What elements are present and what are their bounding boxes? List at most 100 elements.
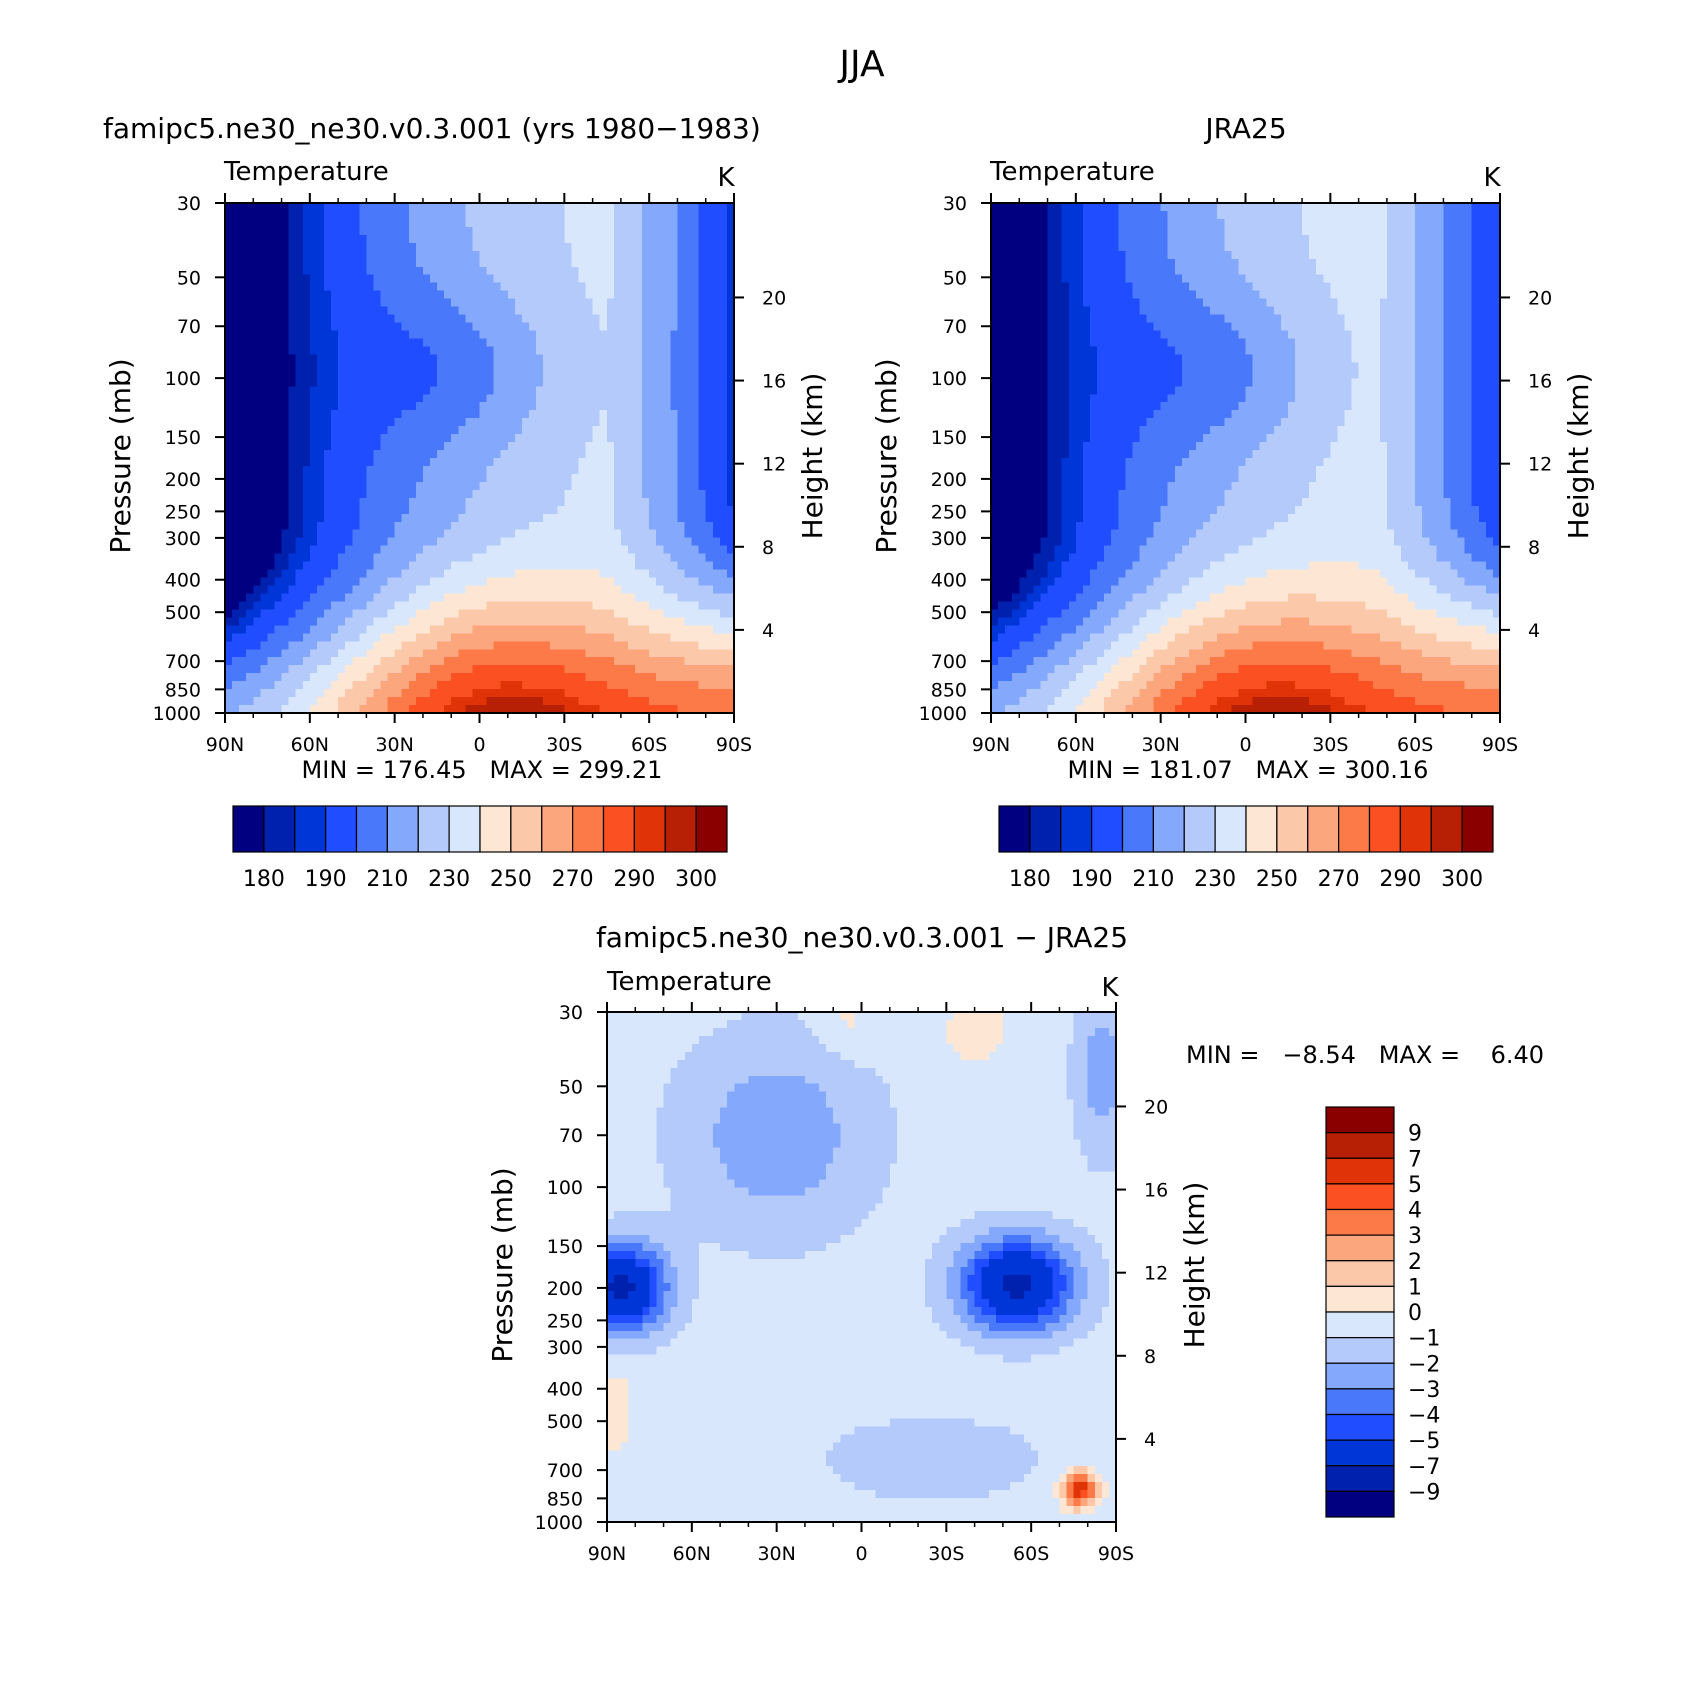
heatmap-cell bbox=[514, 203, 523, 212]
heatmap-cell bbox=[564, 394, 572, 403]
heatmap-cell bbox=[309, 609, 318, 618]
heatmap-cell bbox=[380, 689, 389, 698]
heatmap-cell bbox=[536, 442, 544, 451]
heatmap-cell bbox=[253, 465, 261, 475]
heatmap-cell bbox=[479, 513, 488, 523]
heatmap-cell bbox=[444, 330, 452, 340]
heatmap-cell bbox=[260, 513, 269, 523]
heatmap-cell bbox=[323, 394, 332, 403]
heatmap-cell bbox=[670, 434, 679, 443]
heatmap-cell bbox=[394, 465, 403, 475]
heatmap-cell bbox=[408, 553, 417, 563]
heatmap-cell bbox=[571, 242, 580, 252]
heatmap-cell bbox=[295, 529, 304, 539]
heatmap-cell bbox=[1217, 210, 1225, 220]
heatmap-cell bbox=[536, 489, 544, 499]
heatmap-cell bbox=[1181, 226, 1190, 236]
heatmap-cell bbox=[295, 681, 304, 690]
heatmap-cell bbox=[260, 410, 269, 419]
heatmap-cell bbox=[649, 314, 657, 324]
heatmap-cell bbox=[599, 585, 608, 595]
heatmap-cell bbox=[635, 402, 643, 411]
heatmap-cell bbox=[705, 561, 714, 571]
heatmap-cell bbox=[316, 537, 325, 547]
heatmap-cell bbox=[323, 386, 332, 395]
heatmap-cell bbox=[422, 322, 431, 332]
heatmap-cell bbox=[705, 434, 714, 443]
heatmap-cell bbox=[606, 585, 615, 595]
heatmap-cell bbox=[613, 203, 622, 212]
heatmap-cell bbox=[585, 481, 594, 491]
heatmap-cell bbox=[415, 410, 424, 419]
heatmap-cell bbox=[613, 426, 622, 435]
heatmap-cell bbox=[373, 442, 382, 451]
heatmap-cell bbox=[543, 258, 551, 268]
heatmap-cell bbox=[1132, 210, 1141, 220]
heatmap-cell bbox=[507, 362, 516, 371]
heatmap-cell bbox=[479, 657, 488, 666]
heatmap-cell bbox=[1386, 210, 1395, 220]
heatmap-cell bbox=[698, 346, 707, 356]
heatmap-cell bbox=[415, 282, 424, 292]
heatmap-cell bbox=[281, 553, 290, 563]
heatmap-cell bbox=[246, 458, 254, 467]
heatmap-cell bbox=[380, 250, 389, 260]
heatmap-cell bbox=[479, 258, 488, 268]
heatmap-cell bbox=[528, 577, 537, 587]
heatmap-cell bbox=[246, 266, 254, 276]
heatmap-cell bbox=[599, 234, 608, 244]
heatmap-cell bbox=[338, 497, 346, 507]
heatmap-cell bbox=[253, 338, 261, 348]
heatmap-cell bbox=[571, 218, 580, 228]
heatmap-cell bbox=[677, 705, 686, 714]
heatmap-cell bbox=[521, 402, 530, 411]
heatmap-cell bbox=[408, 354, 417, 363]
heatmap-cell bbox=[649, 577, 657, 587]
heatmap-cell bbox=[599, 226, 608, 236]
heatmap-cell bbox=[493, 330, 502, 340]
heatmap-cell bbox=[260, 601, 269, 611]
heatmap-cell bbox=[359, 210, 367, 220]
heatmap-cell bbox=[536, 593, 544, 603]
heatmap-cell bbox=[451, 705, 459, 714]
heatmap-cell bbox=[500, 561, 509, 571]
heatmap-cell bbox=[331, 633, 339, 642]
heatmap-cell bbox=[302, 657, 311, 666]
heatmap-cell bbox=[507, 418, 516, 427]
heatmap-cell bbox=[507, 489, 516, 499]
heatmap-cell bbox=[521, 585, 530, 595]
heatmap-cell bbox=[684, 402, 693, 411]
heatmap-cell bbox=[451, 649, 459, 658]
heatmap-cell bbox=[479, 354, 488, 363]
heatmap-cell bbox=[1153, 210, 1162, 220]
heatmap-cell bbox=[394, 314, 403, 324]
heatmap-cell bbox=[232, 649, 240, 658]
heatmap-cell bbox=[1132, 218, 1141, 228]
heatmap-cell bbox=[309, 450, 318, 459]
heatmap-cell bbox=[444, 569, 452, 579]
heatmap-cell bbox=[585, 370, 594, 379]
heatmap-cell bbox=[493, 673, 502, 682]
heatmap-cell bbox=[1485, 203, 1494, 212]
heatmap-cell bbox=[705, 330, 714, 340]
heatmap-cell bbox=[352, 370, 360, 379]
heatmap-cell bbox=[1252, 203, 1261, 212]
heatmap-cell bbox=[1188, 210, 1197, 220]
heatmap-cell bbox=[719, 513, 728, 523]
heatmap-cell bbox=[472, 426, 481, 435]
heatmap-cell bbox=[295, 465, 304, 475]
heatmap-cell bbox=[528, 418, 537, 427]
heatmap-cell bbox=[564, 657, 572, 666]
heatmap-cell bbox=[260, 242, 269, 252]
heatmap-cell bbox=[642, 450, 650, 459]
heatmap-cell bbox=[422, 705, 431, 714]
heatmap-cell bbox=[599, 601, 608, 611]
heatmap-cell bbox=[302, 314, 311, 324]
heatmap-cell bbox=[691, 330, 700, 340]
heatmap-cell bbox=[316, 473, 325, 483]
heatmap-cell bbox=[267, 657, 276, 666]
heatmap-cell bbox=[698, 553, 707, 563]
heatmap-cell bbox=[550, 434, 558, 443]
heatmap-cell bbox=[493, 298, 502, 308]
heatmap-cell bbox=[309, 553, 318, 563]
